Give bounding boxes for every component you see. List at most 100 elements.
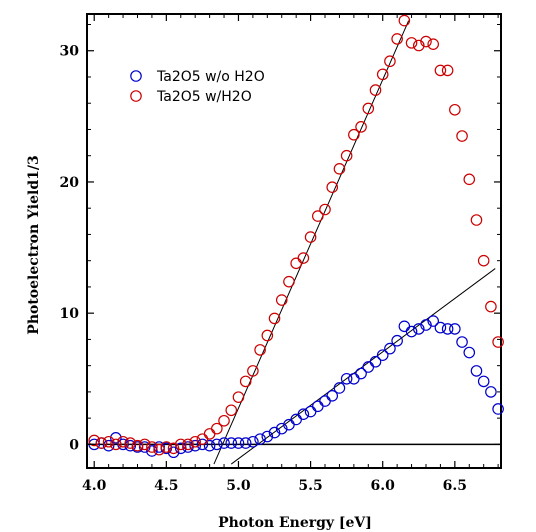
y-tick-label: 20 [60,175,80,191]
data-point [131,439,144,452]
y-tick-label: 0 [69,437,79,453]
x-tick-label: 6.0 [371,478,396,494]
data-point [398,320,411,333]
data-point [348,128,360,141]
data-point [369,355,382,368]
data-point [146,441,158,453]
x-tick-label: 5.5 [298,478,322,494]
data-point [174,442,187,455]
data-point [146,445,158,457]
data-point [405,37,418,49]
data-point [297,252,310,264]
data-point [441,323,454,335]
data-point [211,438,223,451]
data-point [124,439,137,452]
y-tick-label: 10 [60,306,80,322]
data-point [355,121,367,133]
data-point [239,375,252,388]
plot-frame [86,13,502,469]
data-point [275,422,288,435]
series-ta2o5-with-h2o [88,14,504,456]
data-point [362,102,375,115]
data-point [102,439,115,452]
data-point [463,173,476,186]
legend: Ta2O5 w/o H2O Ta2O5 w/H2O [130,69,265,105]
data-point [225,404,238,417]
data-point [319,395,331,407]
data-point [319,203,331,216]
data-point [189,439,201,452]
legend-marker-ta2o5-without-h2o [130,70,142,82]
data-point [420,35,432,48]
data-point [449,103,461,116]
plot-area [86,13,504,469]
data-point [167,442,180,455]
data-point [218,437,230,449]
data-point [268,426,281,439]
data-point [268,312,281,325]
data-point [275,294,288,306]
data-point [304,405,317,418]
data-point [441,64,454,77]
data-point [189,435,201,448]
data-point [88,434,101,447]
data-point [355,367,367,380]
data-point [391,334,403,347]
x-tick-label: 5.0 [226,478,251,494]
data-point [362,361,375,373]
data-point [124,437,137,449]
data-point [326,181,339,194]
data-point [427,315,440,327]
legend-label-ta2o5-with-h2o: Ta2O5 w/H2O [156,89,252,105]
data-point [456,336,468,348]
data-point [412,39,425,52]
data-point [247,435,259,448]
x-tick-label: 6.5 [443,478,467,494]
data-point [254,344,266,356]
data-point [348,372,360,385]
data-point [225,437,238,449]
data-point [376,349,389,361]
data-point [102,435,115,448]
legend-marker-ta2o5-with-h2o [130,90,142,102]
data-point [477,375,490,388]
data-point [376,68,389,81]
data-point [470,365,483,377]
data-point [326,390,339,402]
data-point [449,323,461,335]
data-point [117,438,129,451]
data-point [138,441,151,453]
x-tick-label: 4.5 [154,478,178,494]
data-point [239,437,252,449]
data-point [492,336,504,348]
data-point [232,391,245,403]
data-point [290,257,302,270]
data-point [312,210,324,222]
data-point [138,438,151,451]
data-point [405,325,418,338]
data-point [203,428,216,440]
data-point [477,254,490,267]
data-point [312,400,324,413]
data-point [333,163,346,175]
data-point [153,441,165,453]
data-point [384,55,396,68]
data-point [340,372,353,385]
data-point [391,33,403,45]
data-point [254,433,266,445]
data-point [485,386,497,398]
data-point [297,408,310,421]
data-point [470,214,483,226]
data-point [420,319,432,331]
data-point [485,300,497,313]
y-axis-title: Photoelectron Yield1/3 [26,155,42,334]
x-axis: 4.0 4.5 5.0 5.5 6.0 6.5 [82,14,499,494]
series-ta2o5-without-h2o [88,315,504,459]
data-point [261,430,274,443]
data-point [211,422,223,435]
y-axis: 0 10 20 30 [60,23,501,453]
data-point [456,130,468,142]
data-point [492,403,504,415]
data-point [369,84,382,96]
data-point [203,439,216,452]
